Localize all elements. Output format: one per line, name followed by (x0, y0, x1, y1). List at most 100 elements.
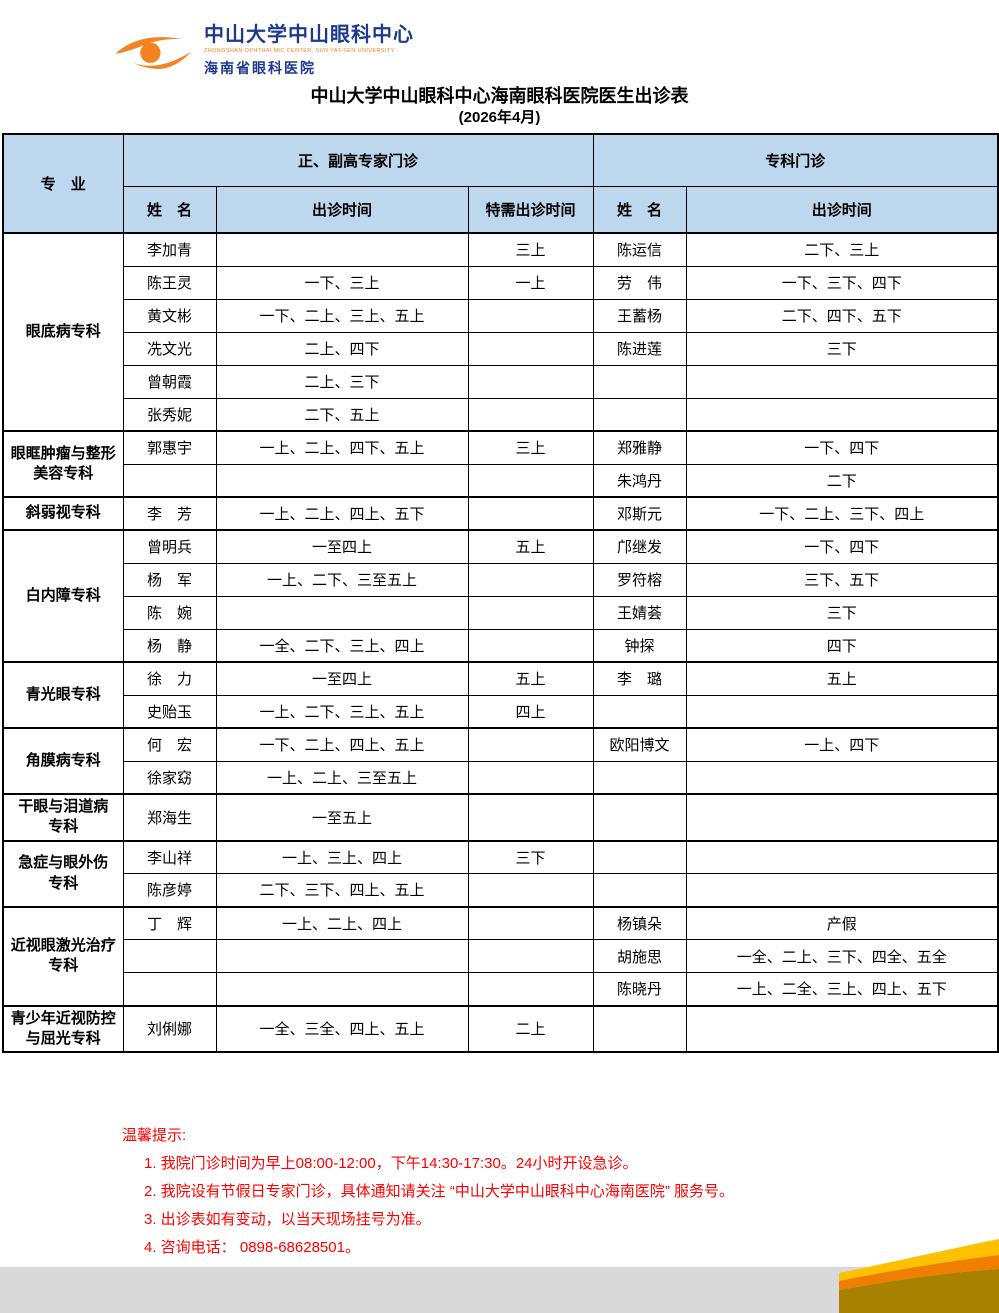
table-row: 陈晓丹 一上、二全、三上、四上、五下 (3, 972, 999, 1006)
table-row: 杨 军一上、二下、三至五上 罗符榕 三下、五下 (3, 562, 999, 597)
expert-time-cell: 一上、三上、四上 (215, 839, 469, 874)
specialty-cell: 急症与眼外伤 专科 (2, 839, 124, 907)
clinic-name-cell: 李 璐 (592, 661, 687, 696)
clinic-name-cell (592, 397, 687, 432)
expert-time-cell: 一下、三上 (215, 265, 469, 300)
special-time-cell (467, 397, 594, 432)
specialty-cell: 眼眶肿瘤与整形 美容专科 (2, 430, 124, 498)
clinic-time-cell: 三下 (685, 595, 999, 630)
note-item-4: 4. 咨询电话： 0898-68628501。 (144, 1239, 360, 1256)
page-subtitle: (2026年4月) (458, 109, 541, 126)
expert-time-cell: 一上、二下、三上、五上 (215, 694, 469, 729)
clinic-name-cell (592, 364, 687, 399)
special-time-cell: 一上 (467, 265, 594, 300)
expert-name-cell: 冼文光 (122, 331, 217, 366)
expert-name-cell: 李加青 (122, 232, 217, 267)
special-time-cell (467, 628, 594, 663)
clinic-name-cell: 胡施思 (592, 939, 687, 973)
expert-name-cell (122, 972, 217, 1006)
expert-name-cell: 徐 力 (122, 661, 217, 696)
special-time-cell (467, 873, 594, 907)
special-time-cell (467, 905, 594, 940)
schedule-body: 眼底病专科 李加青 三上 陈运信 二下、三上 陈王灵 一下、三上 一上劳 伟一下、三下、四下黄… (2, 232, 999, 1053)
expert-name-cell: 史贻玉 (122, 694, 217, 729)
clinic-time-cell: 一上、四下 (685, 727, 999, 762)
page-title: 中山大学中山眼科中心海南眼科医院医生出诊表 (310, 86, 689, 106)
special-time-cell (467, 727, 594, 762)
expert-name-cell: 陈 婉 (122, 595, 217, 630)
table-row: 斜弱视专科李 芳一上、二上、四上、五下 邓斯元 一下、二上、三下、四上 (2, 496, 999, 531)
expert-time-cell: 一全、二下、三上、四上 (215, 628, 469, 663)
clinic-name-cell: 劳 伟 (592, 265, 687, 300)
expert-time-cell: 二上、四下 (215, 331, 469, 366)
note-item-3: 3. 出诊表如有变动，以当天现场挂号为准。 (144, 1211, 431, 1228)
table-row: 冼文光 二上、四下 陈进莲 三下 (3, 331, 999, 366)
specialty-cell: 斜弱视专科 (2, 496, 124, 531)
table-row: 干眼与泪道病 专科 郑海生 一至五上 (2, 793, 999, 841)
expert-name-cell: 李山祥 (122, 839, 217, 874)
specialty-cell: 角膜病专科 (2, 727, 124, 795)
clinic-time-cell: 一下、四下 (685, 430, 999, 465)
table-row: 眼底病专科 李加青 三上 陈运信 二下、三上 (2, 232, 999, 432)
col-header-special-time: 特需出诊时间 (467, 185, 594, 234)
clinic-name-cell: 邓斯元 (592, 496, 687, 531)
table-row: 青少年近视防控 与屈光专科 刘俐娜 一全、三全、四上、五上 二上 (2, 1004, 999, 1053)
special-time-cell: 五上 (467, 661, 594, 696)
clinic-time-cell: 产假 (685, 905, 999, 940)
clinic-time-cell (685, 793, 999, 841)
clinic-time-cell: 三下、五下 (685, 562, 999, 597)
clinic-name-cell (592, 1004, 687, 1053)
expert-time-cell: 二下、五上 (215, 397, 469, 432)
clinic-name-cell: 杨镇朵 (592, 905, 687, 940)
clinic-name-cell: 郑雅静 (592, 430, 687, 465)
expert-name-cell: 曾朝霞 (122, 364, 217, 399)
expert-name-cell: 杨 军 (122, 562, 217, 597)
expert-name-cell: 李 芳 (122, 496, 217, 531)
org-name-en: ZHONGSHAN OPHTHALMIC CENTER, SUN YAT-SEN… (204, 48, 395, 54)
expert-name-cell: 郭惠宇 (122, 430, 217, 465)
expert-name-cell (122, 463, 217, 498)
expert-name-cell: 陈彦婷 (122, 873, 217, 907)
expert-time-cell: 二上、三下 (215, 364, 469, 399)
eye-swoosh-icon (115, 37, 191, 69)
col-header-specialty: 专 业 (2, 133, 124, 234)
table-row: 杨 静一全、二下、三上、四上 钟探 四下 (3, 628, 999, 663)
clinic-name-cell (592, 694, 687, 729)
expert-time-cell (215, 595, 469, 630)
clinic-time-cell (685, 1004, 999, 1053)
clinic-name-cell: 王蓄杨 (592, 298, 687, 333)
expert-time-cell (215, 232, 469, 267)
col-header-name-clinic: 姓 名 (592, 185, 687, 234)
expert-time-cell: 一下、二上、三上、五上 (215, 298, 469, 333)
table-row: 急症与眼外伤 专科 李山祥 一上、三上、四上 三下 (2, 839, 999, 907)
clinic-time-cell: 三下 (685, 331, 999, 366)
special-time-cell (467, 496, 594, 531)
specialty-cell: 干眼与泪道病 专科 (2, 793, 124, 841)
clinic-time-cell: 一下、二上、三下、四上 (685, 496, 999, 531)
clinic-time-cell: 五上 (685, 661, 999, 696)
specialty-cell: 近视眼激光治疗 专科 (2, 905, 124, 1006)
clinic-time-cell: 一全、二上、三下、四全、五全 (685, 939, 999, 973)
clinic-name-cell (592, 873, 687, 907)
clinic-time-cell: 四下 (685, 628, 999, 663)
special-time-cell (467, 595, 594, 630)
table-row: 陈 婉 王婧荟 三下 (3, 595, 999, 630)
clinic-time-cell: 二下、三上 (685, 232, 999, 267)
specialty-cell: 青少年近视防控 与屈光专科 (2, 1004, 124, 1053)
clinic-time-cell (685, 694, 999, 729)
clinic-name-cell: 陈晓丹 (592, 972, 687, 1006)
clinic-name-cell: 欧阳博文 (592, 727, 687, 762)
clinic-time-cell (685, 873, 999, 907)
expert-time-cell (215, 463, 469, 498)
special-time-cell (467, 939, 594, 973)
clinic-time-cell: 一上、二全、三上、四上、五下 (685, 972, 999, 1006)
special-time-cell: 三下 (467, 839, 594, 874)
table-row: 白内障专科 曾明兵 一至四上 五上 邝继发 一下、四下 (2, 529, 999, 663)
table-row: 角膜病专科何 宏一下、二上、四上、五上 欧阳博文 一上、四下 (2, 727, 999, 795)
clinic-name-cell (592, 760, 687, 795)
expert-name-cell: 陈王灵 (122, 265, 217, 300)
table-row: 张秀妮 二下、五上 (3, 397, 999, 432)
hospital-name: 海南省眼科医院 (204, 60, 316, 76)
expert-name-cell (122, 939, 217, 973)
expert-time-cell: 一下、二上、四上、五上 (215, 727, 469, 762)
